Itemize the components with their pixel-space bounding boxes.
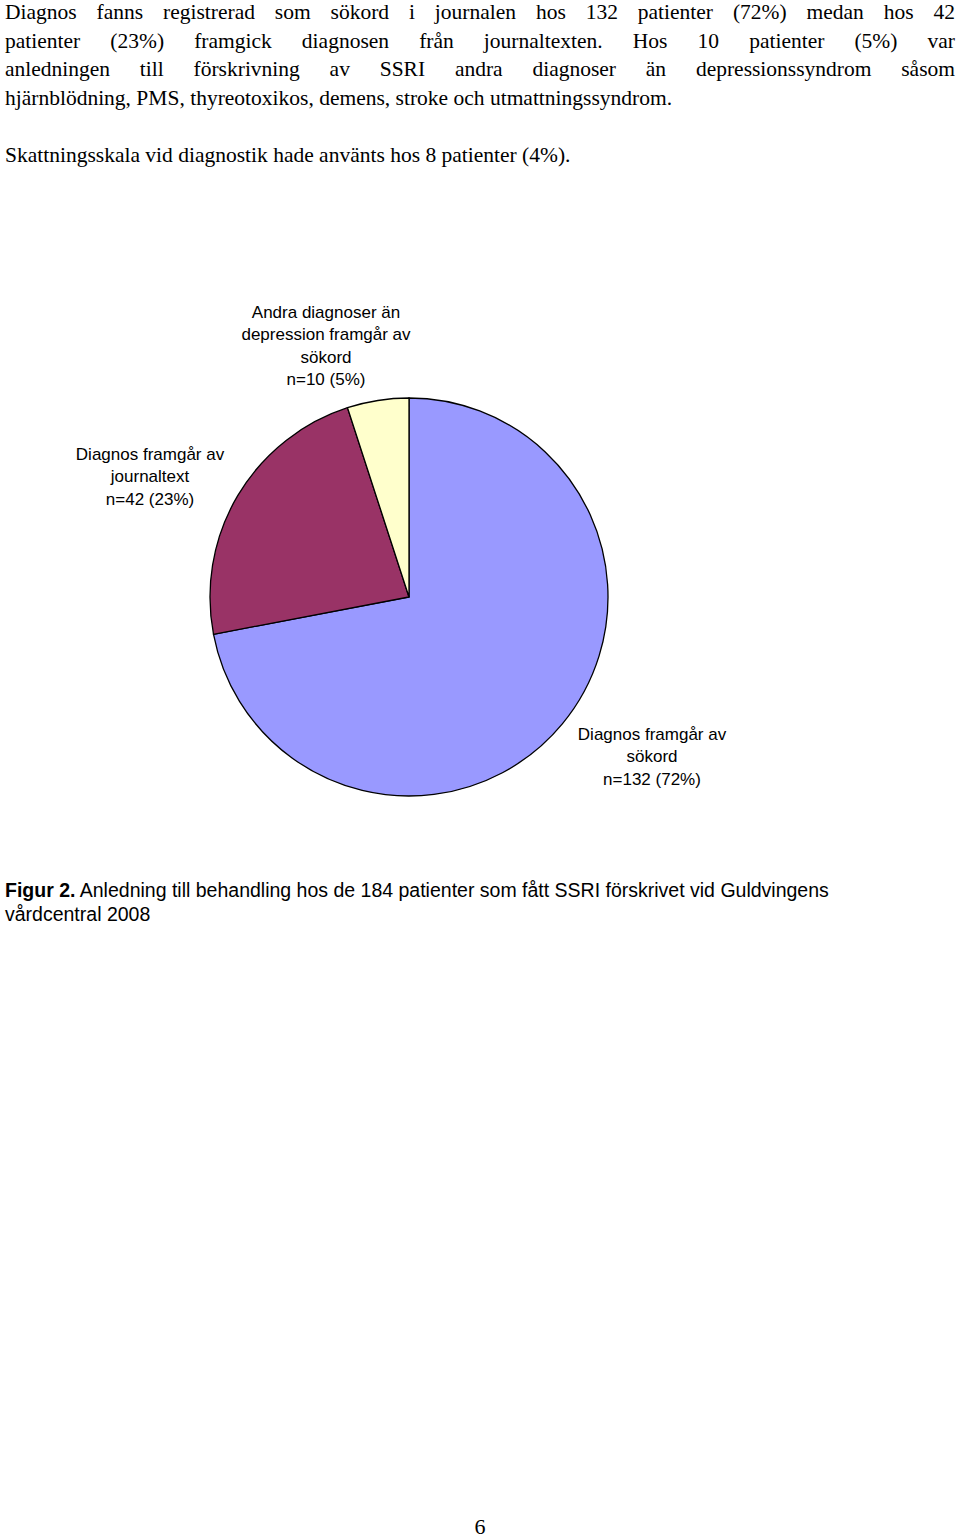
paragraph-line: hjärnblödning, PMS, thyreotoxikos, demen… xyxy=(5,84,955,113)
paragraph-line: anledningen till förskrivning av SSRI an… xyxy=(5,55,955,84)
page-number: 6 xyxy=(0,1513,960,1537)
category-label: Diagnos framgår av sökord xyxy=(578,725,726,766)
caption-label: Figur 2. xyxy=(5,879,75,901)
paragraph-line: patienter (23%) framgick diagnosen från … xyxy=(5,27,955,56)
caption-line: Figur 2. Anledning till behandling hos d… xyxy=(5,878,829,902)
value-label: n=42 (23%) xyxy=(106,490,194,509)
value-label: n=132 (72%) xyxy=(603,770,701,789)
paragraph-line: Skattningsskala vid diagnostik hade anvä… xyxy=(5,141,955,170)
slice-label: Diagnos framgår av journaltext n=42 (23%) xyxy=(55,444,245,511)
slice-label: Andra diagnoser än depression framgår av… xyxy=(231,302,421,391)
pie-chart xyxy=(0,0,960,1537)
caption-line: vårdcentral 2008 xyxy=(5,902,150,926)
paragraph-line: Diagnos fanns registrerad som sökord i j… xyxy=(5,0,955,27)
category-label: Diagnos framgår av journaltext xyxy=(76,445,224,486)
category-label: Andra diagnoser än depression framgår av… xyxy=(241,303,410,367)
caption-text: vårdcentral 2008 xyxy=(5,903,150,925)
value-label: n=10 (5%) xyxy=(287,370,366,389)
caption-text: Anledning till behandling hos de 184 pat… xyxy=(80,879,829,901)
slice-label: Diagnos framgår av sökord n=132 (72%) xyxy=(557,724,747,791)
pie-slice xyxy=(348,398,409,597)
